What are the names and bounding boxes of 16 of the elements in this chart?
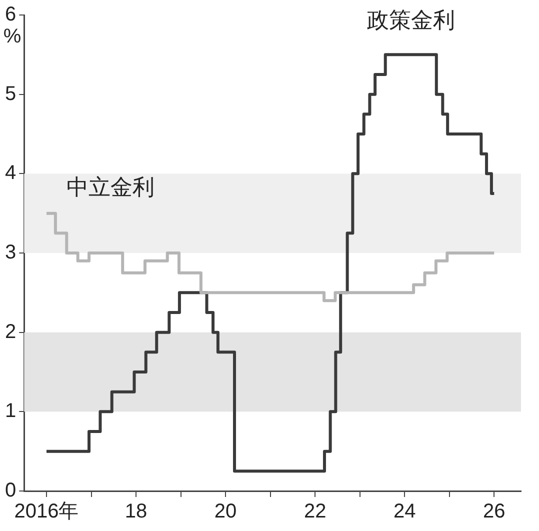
y-axis-title: % <box>3 26 22 48</box>
y-tick-label: 0 <box>5 480 16 502</box>
x-tick-label: 2016年 <box>14 500 79 523</box>
x-tick-label: 20 <box>214 500 237 523</box>
y-tick-label: 2 <box>5 320 16 343</box>
series-label: 中立金利 <box>66 174 155 200</box>
y-tick-label: 3 <box>5 242 16 264</box>
y-tick-label: 4 <box>5 162 16 184</box>
y-tick-label: 5 <box>5 82 16 105</box>
x-tick-label: 26 <box>483 500 506 523</box>
x-tick-label: 24 <box>393 500 416 523</box>
x-tick-label: 22 <box>304 500 326 523</box>
x-tick-label: 18 <box>124 500 148 523</box>
y-tick-label: 6 <box>5 4 16 26</box>
y-tick-label: 1 <box>5 400 16 422</box>
series-label: 政策金利 <box>366 8 455 33</box>
